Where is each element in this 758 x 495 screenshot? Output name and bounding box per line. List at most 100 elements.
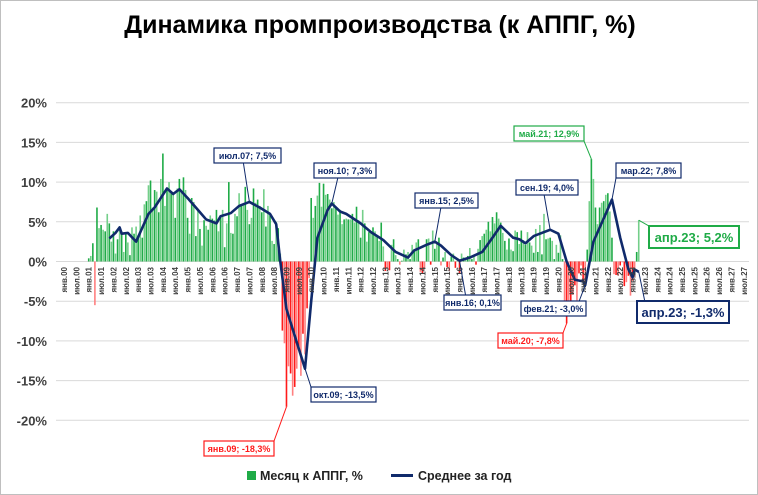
bar (172, 194, 174, 262)
bar (384, 261, 387, 272)
bar (131, 227, 133, 262)
bar (357, 220, 360, 262)
bar (417, 239, 420, 262)
bar (530, 245, 533, 262)
bar (182, 177, 185, 262)
bar (431, 230, 434, 262)
bar (561, 259, 564, 262)
legend-marker-bars (247, 471, 256, 480)
bar (246, 209, 249, 262)
bar (87, 258, 90, 262)
bar (160, 178, 162, 262)
bar (347, 219, 350, 262)
bar (520, 230, 523, 262)
annotation-label: окт.09; -13,5% (313, 390, 373, 400)
bar (454, 261, 457, 268)
x-tick-label: янв.04 (159, 266, 168, 292)
bar (302, 261, 304, 334)
bar (221, 209, 224, 262)
x-tick-label: июл.17 (493, 266, 502, 294)
bar (471, 259, 473, 262)
bar (607, 193, 609, 262)
x-tick-label: янв.16 (456, 266, 465, 292)
x-tick-label: июл.18 (517, 266, 526, 294)
x-tick-label: июл.21 (591, 266, 600, 294)
x-tick-label: янв.03 (134, 266, 143, 292)
bar (580, 261, 582, 266)
x-tick-label: июл.04 (171, 266, 180, 294)
annotation-box (520, 300, 587, 317)
bar (590, 159, 593, 262)
bar (458, 261, 461, 274)
bar (557, 252, 560, 262)
bar (541, 254, 543, 262)
bar (345, 218, 348, 262)
bar (493, 223, 496, 262)
bar (314, 205, 317, 262)
bar (201, 245, 203, 262)
x-tick-label: июл.00 (72, 266, 81, 294)
x-tick-label: июл.16 (468, 266, 477, 294)
y-tick-label: -15% (17, 374, 48, 389)
bar (308, 261, 310, 279)
bar (436, 243, 438, 262)
bar (256, 199, 259, 262)
bar (390, 244, 393, 262)
x-tick-label: янв.22 (604, 266, 613, 292)
bar (361, 209, 364, 262)
bar (388, 261, 391, 271)
bar (526, 232, 529, 262)
x-tick-label: янв.24 (653, 266, 662, 292)
bar (205, 225, 207, 262)
annotation-box (497, 332, 564, 349)
bar (421, 261, 424, 274)
bar (475, 261, 477, 265)
bar (534, 228, 537, 262)
x-tick-label: июл.07 (245, 266, 254, 294)
x-tick-label: янв.14 (406, 266, 415, 292)
bar (524, 244, 527, 262)
bar (153, 190, 156, 262)
bar (328, 199, 331, 262)
bar (269, 215, 271, 262)
x-tick-label: июл.15 (443, 266, 452, 294)
bar (133, 233, 135, 262)
bar (341, 224, 343, 262)
bar (242, 204, 245, 262)
x-tick-label: янв.08 (258, 266, 267, 292)
bar (145, 201, 148, 262)
bar (94, 261, 96, 306)
bar (215, 209, 218, 262)
bar (366, 241, 368, 262)
bar (619, 261, 621, 266)
bar (419, 261, 422, 272)
bar (135, 226, 137, 262)
bar (230, 232, 232, 262)
bar (306, 261, 308, 309)
bar (197, 209, 199, 262)
y-tick-label: 10% (21, 175, 47, 190)
bar (337, 214, 339, 262)
bar (396, 259, 399, 262)
x-tick-label: июл.14 (418, 266, 427, 294)
bar (195, 236, 197, 262)
x-tick-label: янв.11 (332, 266, 341, 292)
bar (598, 207, 601, 262)
bar (223, 247, 226, 262)
x-tick-label: янв.10 (307, 266, 316, 292)
annotation-leader (304, 368, 321, 388)
bar (244, 186, 247, 262)
annotation-box (615, 162, 682, 179)
y-tick-label: 20% (21, 96, 47, 111)
bar (413, 250, 415, 262)
bar (343, 219, 345, 262)
bar (273, 244, 275, 262)
bar (380, 222, 383, 262)
bar (545, 239, 547, 262)
bar (617, 261, 619, 276)
bar (363, 223, 366, 262)
x-tick-label: янв.07 (233, 266, 242, 292)
x-tick-label: янв.06 (208, 266, 217, 292)
bar (565, 261, 568, 324)
bar (518, 244, 521, 262)
